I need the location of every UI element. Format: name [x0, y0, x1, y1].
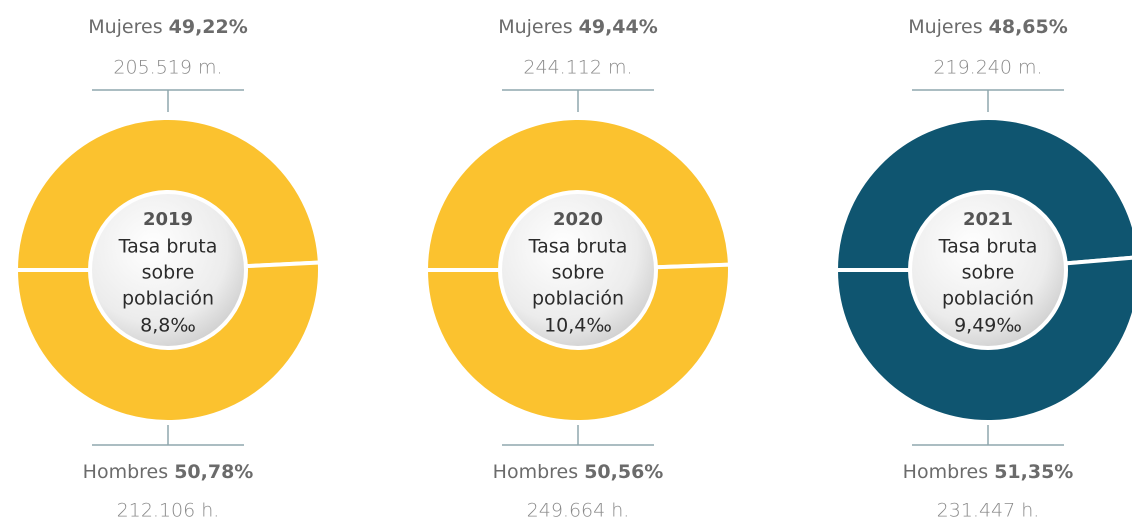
- donut-segment: [13, 260, 322, 424]
- center-disc: [912, 194, 1064, 346]
- center-text: sobre: [552, 262, 605, 284]
- count-label: 219.240 m.: [933, 57, 1042, 79]
- value-label: 48,65%: [989, 16, 1068, 38]
- center-disc: [92, 194, 244, 346]
- count-label: 231.447 h.: [937, 500, 1040, 522]
- category: Mujeres: [498, 16, 572, 38]
- donut-segment: [423, 116, 732, 272]
- center-disc: [502, 194, 654, 346]
- category: Mujeres: [908, 16, 982, 38]
- center-text: población: [532, 288, 624, 310]
- segment-label: Mujeres 48,65%: [908, 16, 1068, 38]
- year: 2021: [963, 209, 1013, 230]
- category: Mujeres: [88, 16, 162, 38]
- rate: 10,4‰: [544, 315, 612, 337]
- center-text: sobre: [962, 262, 1015, 284]
- center-text: sobre: [142, 262, 195, 284]
- year: 2019: [143, 209, 193, 230]
- category: Hombres: [903, 461, 988, 483]
- center-text: población: [942, 288, 1034, 310]
- count-label: 249.664 h.: [527, 500, 630, 522]
- category: Hombres: [83, 461, 168, 483]
- center-text: población: [122, 288, 214, 310]
- segment-label: Hombres 51,35%: [903, 461, 1074, 483]
- rate: 9,49‰: [954, 315, 1022, 337]
- donut-segment: [423, 262, 732, 424]
- center-text: Tasa bruta: [118, 236, 218, 258]
- donut-segment: [13, 116, 322, 272]
- rate: 8,8‰: [140, 315, 196, 337]
- category: Hombres: [493, 461, 578, 483]
- center-text: Tasa bruta: [938, 236, 1038, 258]
- segment-label: Hombres 50,78%: [83, 461, 254, 483]
- value-label: 50,56%: [584, 461, 663, 483]
- segment-label: Mujeres 49,22%: [88, 16, 248, 38]
- segment-label: Mujeres 49,44%: [498, 16, 658, 38]
- year: 2020: [553, 209, 603, 230]
- value-label: 50,78%: [174, 461, 253, 483]
- donut-segment: [833, 255, 1132, 424]
- count-label: 205.519 m.: [113, 57, 222, 79]
- center-text: Tasa bruta: [528, 236, 628, 258]
- count-label: 212.106 h.: [117, 500, 220, 522]
- value-label: 51,35%: [994, 461, 1073, 483]
- value-label: 49,44%: [579, 16, 658, 38]
- count-label: 244.112 m.: [523, 57, 632, 79]
- value-label: 49,22%: [169, 16, 248, 38]
- segment-label: Hombres 50,56%: [493, 461, 664, 483]
- donut-segment: [833, 116, 1132, 272]
